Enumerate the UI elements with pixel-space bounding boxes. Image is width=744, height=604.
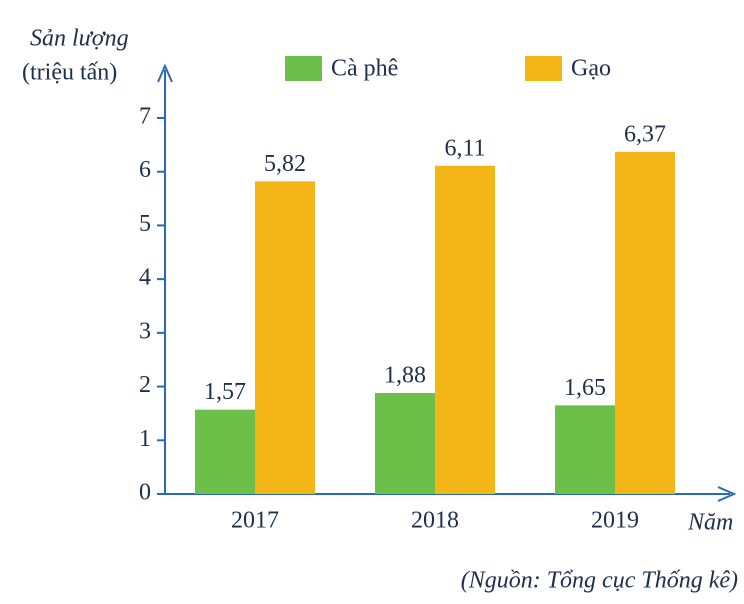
bar (195, 409, 255, 494)
bar (435, 165, 495, 494)
y-tick-label: 2 (139, 372, 151, 398)
x-tick-label: 2018 (411, 508, 459, 534)
value-label: 6,11 (444, 135, 485, 161)
bar (615, 151, 675, 494)
value-label: 1,88 (384, 363, 426, 389)
y-tick-label: 7 (139, 104, 151, 130)
y-tick-label: 0 (139, 480, 151, 506)
value-label: 1,65 (564, 375, 606, 401)
x-tick-label: 2019 (591, 508, 639, 534)
x-tick-label: 2017 (231, 508, 279, 534)
legend-label: Cà phê (331, 56, 398, 82)
legend-label: Gạo (571, 56, 611, 82)
legend-swatch (285, 56, 322, 81)
y-axis-label: Sản lượng (30, 26, 129, 52)
value-label: 6,37 (624, 121, 666, 147)
y-tick-label: 5 (139, 211, 151, 237)
legend-swatch (525, 56, 562, 81)
bar (555, 405, 615, 494)
value-label: 5,82 (264, 151, 306, 177)
bar (375, 393, 435, 494)
y-tick-label: 6 (139, 157, 151, 183)
y-tick-label: 1 (139, 426, 151, 452)
y-axis-unit: (triệu tấn) (22, 60, 117, 86)
y-tick-label: 4 (139, 265, 151, 291)
y-axis (157, 63, 173, 494)
value-label: 1,57 (204, 379, 246, 405)
y-tick-label: 3 (139, 318, 151, 344)
source: (Nguồn: Tổng cục Thống kê) (461, 568, 738, 594)
x-axis-label: Năm (687, 510, 733, 536)
bar (255, 181, 315, 494)
